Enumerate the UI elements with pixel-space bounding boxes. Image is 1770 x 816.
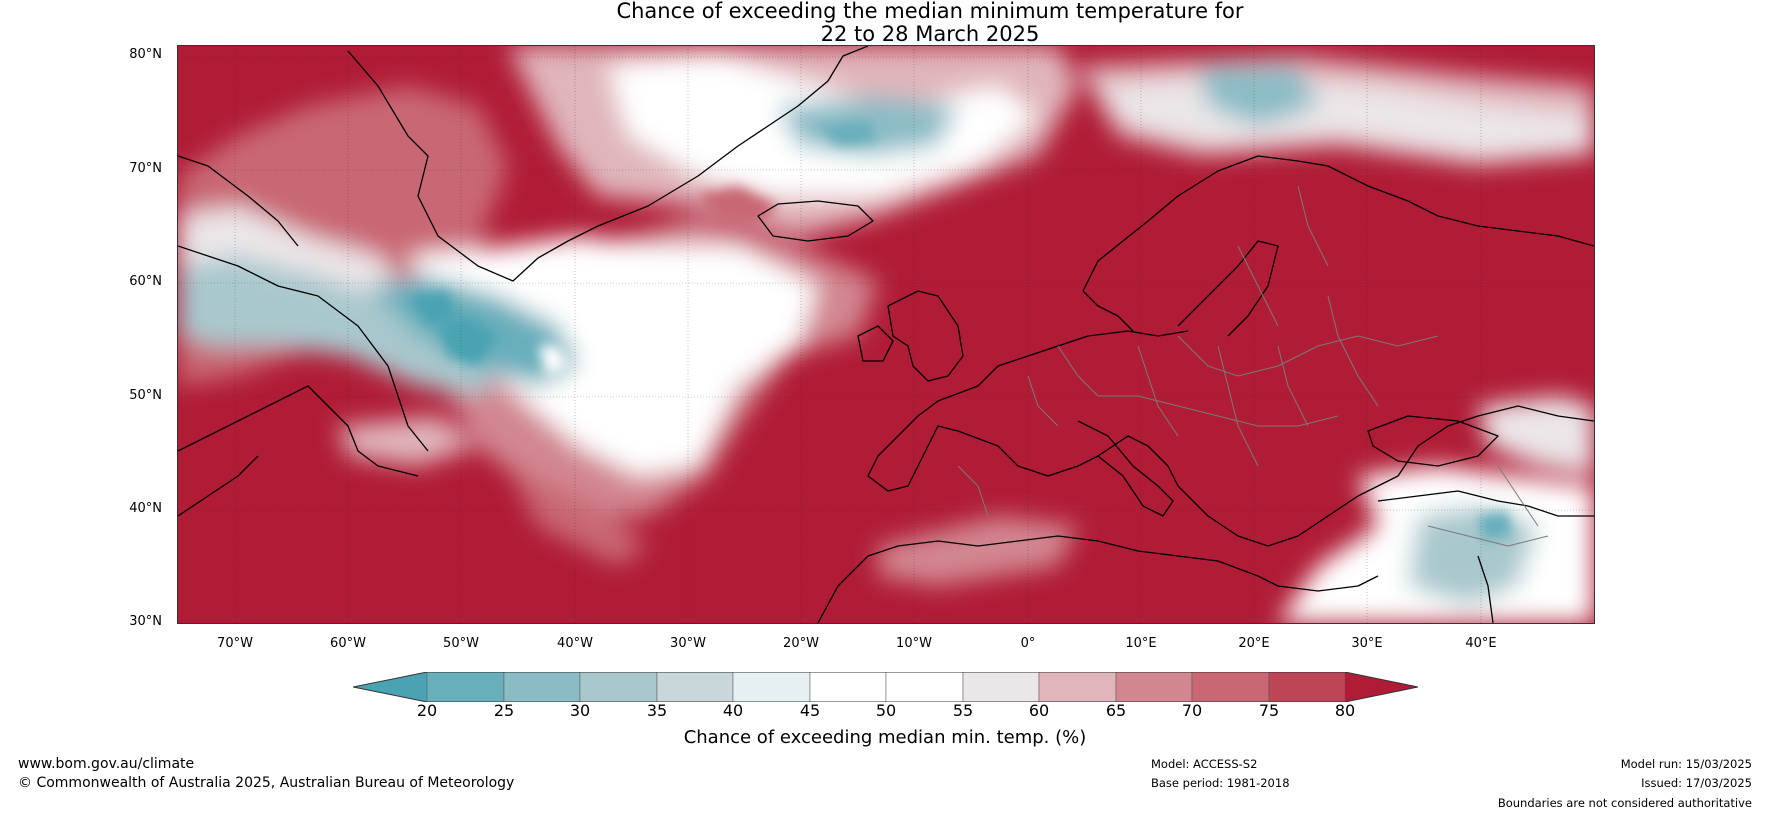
- lon-tick-10e: 10°E: [1125, 636, 1157, 651]
- colorbar-segment-50-55: [885, 672, 964, 702]
- title-line-1: Chance of exceeding the median minimum t…: [616, 0, 1244, 23]
- issued-date: Issued: 17/03/2025: [1641, 776, 1752, 790]
- lon-tick-30w: 30°W: [670, 636, 706, 651]
- boundaries-disclaimer: Boundaries are not considered authoritat…: [1497, 796, 1752, 810]
- lat-tick-50n: 50°N: [129, 388, 162, 403]
- colorbar-segment-35-40: [656, 672, 734, 702]
- colorbar: [353, 672, 1418, 702]
- colorbar-tick-75: 75: [1258, 701, 1280, 720]
- lon-tick-20w: 20°W: [783, 636, 819, 651]
- lon-tick-30e: 30°E: [1351, 636, 1383, 651]
- colorbar-tick-70: 70: [1181, 701, 1203, 720]
- colorbar-segment-55-60: [962, 672, 1040, 702]
- lat-tick-40n: 40°N: [129, 501, 162, 516]
- probability-field: [178, 46, 1594, 623]
- lat-tick-30n: 30°N: [129, 614, 162, 629]
- base-period: Base period: 1981-2018: [1151, 776, 1290, 790]
- colorbar-label: Chance of exceeding median min. temp. (%…: [683, 727, 1087, 748]
- colorbar-tick-25: 25: [493, 701, 515, 720]
- copyright-text: © Commonwealth of Australia 2025, Austra…: [18, 775, 515, 791]
- colorbar-tick-55: 55: [952, 701, 974, 720]
- colorbar-segment-45-50: [809, 672, 887, 702]
- colorbar-segment-40-45: [732, 672, 811, 702]
- colorbar-tick-20: 20: [416, 701, 438, 720]
- colorbar-tick-30: 30: [569, 701, 591, 720]
- colorbar-segment-25-30: [503, 672, 581, 702]
- colorbar-segment-75-80: [1268, 672, 1346, 702]
- model-name: Model: ACCESS-S2: [1151, 757, 1258, 771]
- lon-tick-40e: 40°E: [1465, 636, 1497, 651]
- colorbar-tick-65: 65: [1105, 701, 1127, 720]
- model-run-date: Model run: 15/03/2025: [1620, 757, 1752, 771]
- colorbar-tick-80: 80: [1334, 701, 1356, 720]
- colorbar-segment-above-80: [1345, 672, 1418, 702]
- lon-tick-40w: 40°W: [557, 636, 593, 651]
- title-line-2: 22 to 28 March 2025: [820, 22, 1040, 46]
- colorbar-segment-70-75: [1191, 672, 1270, 702]
- lat-tick-80n: 80°N: [129, 47, 162, 62]
- lon-tick-0: 0°: [1020, 636, 1036, 651]
- colorbar-segment-65-70: [1115, 672, 1193, 702]
- lon-tick-20e: 20°E: [1238, 636, 1270, 651]
- coastlines: [178, 46, 1594, 623]
- colorbar-segment-60-65: [1038, 672, 1117, 702]
- chart-title: Chance of exceeding the median minimum t…: [0, 0, 1770, 46]
- probability-map[interactable]: [177, 45, 1595, 624]
- lat-tick-70n: 70°N: [129, 161, 162, 176]
- colorbar-segment-30-35: [579, 672, 658, 702]
- colorbar-tick-60: 60: [1028, 701, 1050, 720]
- colorbar-tick-35: 35: [646, 701, 668, 720]
- colorbar-segment-below-20: [353, 672, 427, 702]
- map-gridlines: [178, 46, 1594, 623]
- colorbar-tick-40: 40: [722, 701, 744, 720]
- lon-tick-50w: 50°W: [443, 636, 479, 651]
- map-canvas: [178, 46, 1594, 623]
- lon-tick-70w: 70°W: [217, 636, 253, 651]
- colorbar-segment-20-25: [426, 672, 505, 702]
- colorbar-tick-50: 50: [875, 701, 897, 720]
- country-borders: [957, 185, 1549, 547]
- colorbar-tick-45: 45: [799, 701, 821, 720]
- lon-tick-10w: 10°W: [896, 636, 932, 651]
- probability-field-detail: [408, 121, 1513, 541]
- website-link[interactable]: www.bom.gov.au/climate: [18, 756, 195, 772]
- lon-tick-60w: 60°W: [330, 636, 366, 651]
- lat-tick-60n: 60°N: [129, 274, 162, 289]
